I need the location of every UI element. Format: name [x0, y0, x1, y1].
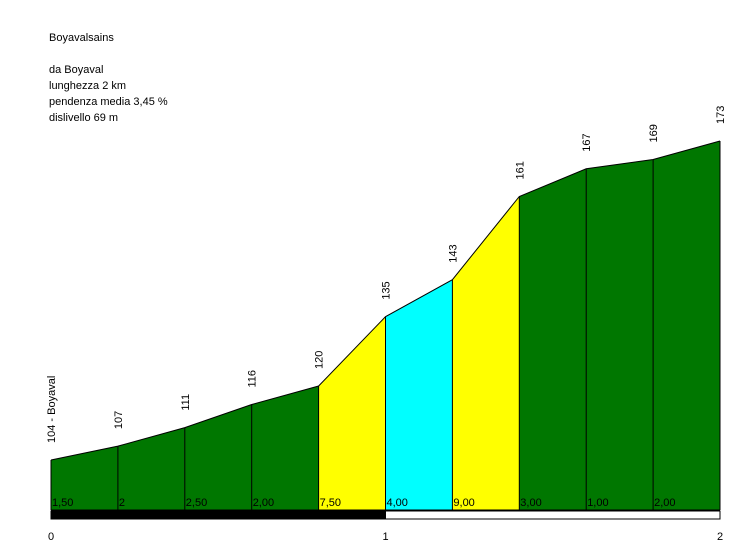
- segment-gradient-label: 1,00: [587, 497, 608, 509]
- km-tick-label: 2: [717, 531, 723, 543]
- altitude-label: 135: [381, 281, 393, 299]
- climb-start: da Boyaval: [49, 64, 104, 76]
- segment-gradient-label: 9,00: [453, 497, 474, 509]
- segment-gradient-label: 2,00: [654, 497, 675, 509]
- profile-segment: [519, 168, 587, 510]
- segment-gradient-label: 2: [119, 497, 125, 509]
- km-scale-bar: [385, 510, 721, 520]
- altitude-label: 116: [247, 370, 259, 388]
- profile-segment: [452, 196, 520, 510]
- climb-title: Boyavalsains: [49, 32, 114, 44]
- profile-line: [50, 140, 721, 461]
- profile-segment: [318, 316, 386, 510]
- profile-segment: [653, 141, 720, 510]
- profile-segment: [51, 446, 118, 510]
- climb-info: Boyavalsains da Boyaval lunghezza 2 km p…: [49, 30, 168, 126]
- altitude-label: 104 - Boyaval: [46, 376, 58, 443]
- altitude-label: 120: [314, 351, 326, 369]
- climb-average-gradient: pendenza media 3,45 %: [49, 96, 168, 108]
- altitude-label: 143: [447, 244, 459, 262]
- segment-gradient-label: 4,00: [387, 497, 408, 509]
- segment-gradient-label: 2,50: [186, 497, 207, 509]
- climb-length: lunghezza 2 km: [49, 80, 127, 92]
- altitude-label: 111: [180, 394, 192, 411]
- altitude-label: 173: [715, 106, 727, 124]
- profile-segment: [184, 404, 252, 510]
- profile-segment: [586, 159, 654, 511]
- segment-gradient-label: 7,50: [320, 497, 341, 509]
- segment-gradient-label: 2,00: [253, 497, 274, 509]
- altitude-label: 107: [113, 411, 125, 429]
- segment-gradient-label: 3,00: [520, 497, 541, 509]
- segment-gradient-label: 1,50: [52, 497, 73, 509]
- profile-segment: [385, 279, 453, 510]
- km-tick-label: 0: [48, 531, 54, 543]
- km-tick-label: 1: [382, 531, 388, 543]
- altitude-label: 169: [648, 124, 660, 142]
- altitude-label: 167: [581, 133, 593, 151]
- profile-segment: [251, 386, 319, 510]
- climb-elevation-gain: dislivello 69 m: [49, 112, 119, 124]
- altitude-label: 161: [514, 161, 526, 179]
- profile-segment: [117, 427, 185, 510]
- km-scale-bar: [50, 510, 386, 520]
